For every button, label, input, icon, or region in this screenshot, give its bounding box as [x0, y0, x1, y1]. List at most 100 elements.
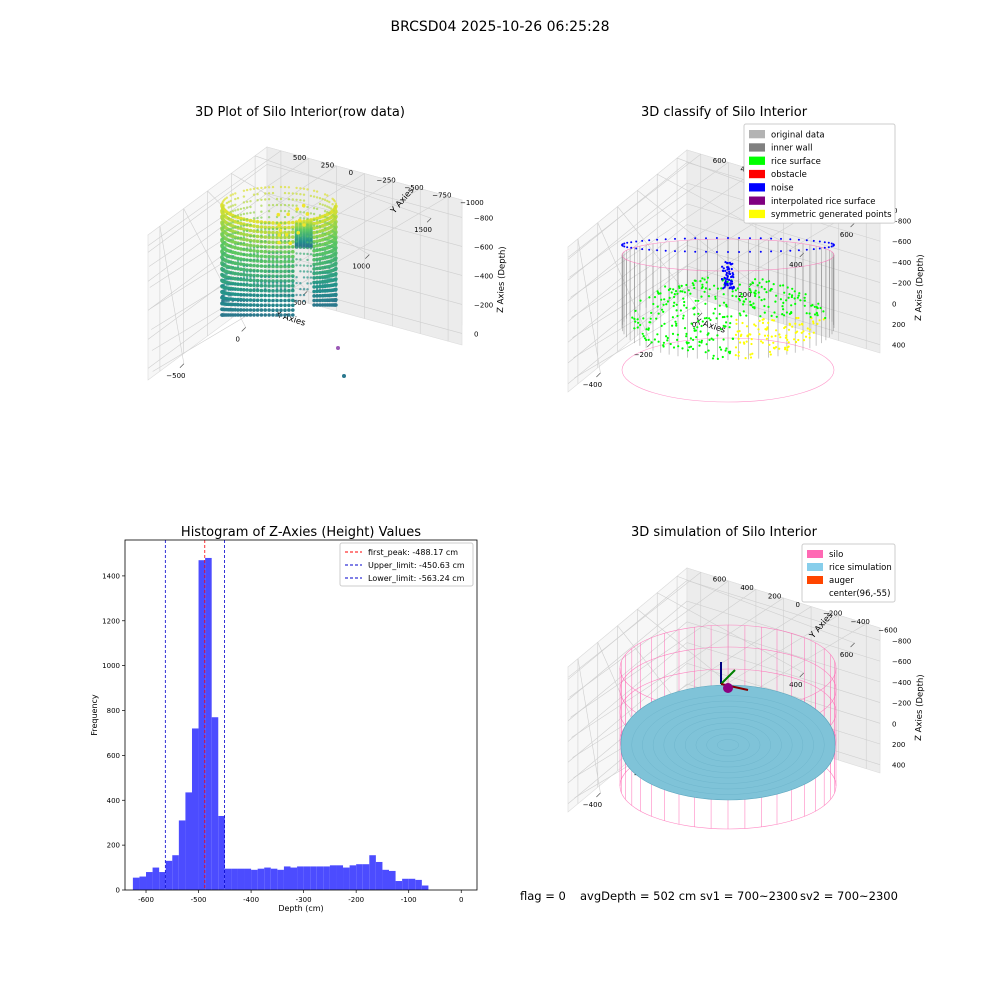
- data-point: [255, 313, 260, 317]
- data-point: [312, 224, 316, 227]
- data-point: [245, 264, 249, 268]
- data-point: [236, 259, 240, 263]
- data-point: [312, 270, 316, 274]
- x-tick: [241, 327, 246, 332]
- data-point: [239, 308, 243, 312]
- rice-mesh-ring: [631, 695, 825, 795]
- noise-point: [780, 250, 782, 253]
- data-point: [318, 248, 322, 251]
- symmetric-point: [775, 329, 778, 332]
- data-point: [328, 288, 331, 292]
- data-point: [239, 252, 243, 256]
- x-tick-label: 0: [459, 896, 463, 904]
- data-point: [320, 303, 325, 307]
- data-point: [239, 221, 243, 226]
- noise-point: [827, 241, 830, 244]
- data-point: [256, 252, 259, 255]
- histogram-bar: [270, 868, 278, 890]
- symmetric-point: [787, 341, 790, 344]
- data-point: [255, 273, 260, 278]
- data-point: [318, 242, 322, 246]
- data-point: [291, 192, 294, 195]
- rice-surface-point: [805, 312, 808, 315]
- data-point: [256, 270, 259, 273]
- data-point: [334, 279, 338, 282]
- data-point: [242, 272, 246, 277]
- data-point: [315, 253, 319, 257]
- noise-point: [715, 237, 718, 239]
- rice-surface-point: [675, 322, 678, 325]
- rice-surface-point: [672, 346, 676, 349]
- noise-point: [664, 249, 667, 252]
- data-point: [291, 228, 294, 231]
- y-gridline: [568, 153, 701, 258]
- y-tick-label: −500: [404, 184, 423, 192]
- data-point: [260, 228, 263, 231]
- rice-surface-point: [716, 357, 720, 360]
- data-point: [287, 225, 291, 230]
- data-point: [312, 285, 316, 289]
- data-point: [223, 283, 226, 287]
- rice-surface-point: [757, 291, 760, 294]
- histogram-bar: [283, 866, 291, 890]
- y-gridline: [151, 188, 421, 351]
- data-point: [320, 214, 325, 219]
- rice-surface-point: [648, 321, 651, 324]
- data-point: [320, 256, 325, 261]
- data-point: [227, 228, 230, 231]
- data-point: [239, 303, 243, 307]
- data-point: [321, 254, 324, 257]
- data-point: [291, 313, 295, 317]
- data-point: [302, 288, 306, 291]
- rice-surface-point: [676, 292, 679, 295]
- symmetric-point: [783, 326, 786, 330]
- data-point: [318, 257, 322, 261]
- symmetric-point: [784, 348, 787, 351]
- histogram-bar: [382, 869, 389, 890]
- data-point: [225, 223, 229, 227]
- x-tick-label: -100: [401, 896, 417, 904]
- rice-surface-point: [676, 333, 680, 336]
- rice-surface-point: [791, 294, 794, 297]
- rice-surface-point: [708, 317, 711, 320]
- data-point: [245, 247, 249, 250]
- y-gridline: [568, 572, 701, 678]
- data-point: [267, 228, 271, 231]
- data-point: [260, 258, 263, 261]
- noise-point: [812, 248, 815, 251]
- data-point: [309, 241, 313, 244]
- data-point: [255, 264, 260, 268]
- y-tick-label: −250: [377, 177, 396, 185]
- data-point: [224, 251, 227, 254]
- data-point: [231, 288, 235, 291]
- data-point: [242, 270, 246, 274]
- data-point: [287, 293, 291, 297]
- data-point: [279, 185, 283, 189]
- rice-surface-point: [700, 324, 703, 328]
- rice-surface-point: [758, 281, 761, 284]
- noise-point: [832, 244, 835, 247]
- data-point: [227, 266, 230, 270]
- z-tick-label: 200: [892, 741, 905, 749]
- data-point: [229, 260, 232, 264]
- data-point: [312, 189, 316, 192]
- data-point: [242, 237, 246, 242]
- data-point: [260, 240, 263, 243]
- symmetric-point: [760, 340, 763, 343]
- data-point: [309, 264, 313, 268]
- rice-surface-point: [655, 317, 658, 320]
- noise-point: [724, 282, 727, 285]
- rice-surface-point: [679, 290, 682, 293]
- data-point: [334, 238, 338, 241]
- data-point: [256, 193, 259, 196]
- data-point: [267, 186, 271, 189]
- rice-mesh-ring: [706, 733, 750, 757]
- data-point: [323, 198, 327, 202]
- data-point: [260, 246, 263, 249]
- data-point: [291, 216, 294, 219]
- data-point: [239, 299, 243, 303]
- rice-surface-point: [695, 336, 698, 339]
- data-point: [291, 281, 294, 285]
- rice-surface-point: [682, 314, 685, 317]
- data-point: [249, 252, 252, 256]
